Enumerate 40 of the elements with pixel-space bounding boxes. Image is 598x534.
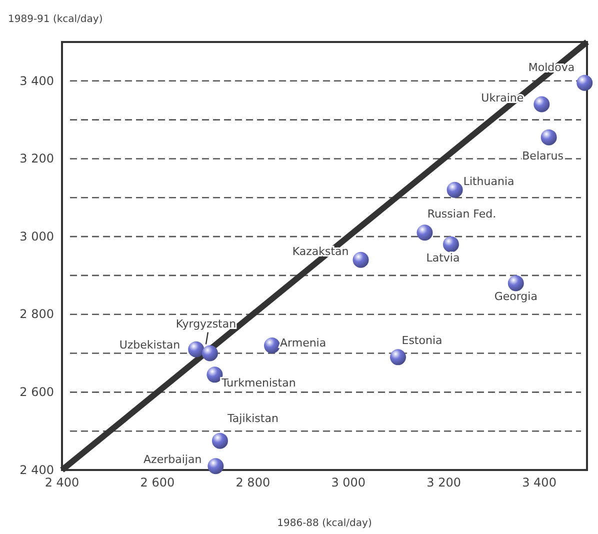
point — [352, 252, 369, 268]
x-axis-title: 1986-88 (kcal/day) — [277, 518, 372, 529]
x-tick-label: 3 000 — [331, 476, 366, 490]
annotation: Latvia — [426, 251, 460, 264]
annotation: Turkmenistan — [220, 376, 296, 390]
x-tick-label: 2 400 — [44, 476, 80, 490]
annotation: Lithuania — [463, 174, 514, 188]
point — [264, 337, 280, 354]
y-tick-label: 2 400 — [20, 462, 54, 477]
point — [508, 275, 524, 292]
x-tick-label: 3 400 — [522, 476, 556, 490]
annotation: Estonia — [402, 334, 442, 348]
point — [540, 129, 557, 146]
y-tick-label: 3 000 — [20, 229, 54, 244]
point — [416, 224, 433, 241]
point — [202, 345, 218, 362]
point — [208, 458, 224, 474]
annotation: Azerbaijan — [144, 453, 202, 466]
point — [390, 349, 406, 366]
annotation: Uzbekistan — [119, 338, 180, 352]
point — [446, 182, 463, 198]
y-axis-title: 1989-91 (kcal/day) — [8, 14, 103, 25]
point — [534, 96, 550, 112]
point — [206, 366, 223, 383]
annotation: Georgia — [494, 290, 538, 304]
x-tick-label: 3 200 — [426, 476, 461, 490]
y-tick-label: 2 600 — [20, 385, 54, 400]
annotation: Armenia — [280, 336, 326, 350]
annotation: Kyrgyzstan — [176, 317, 236, 330]
y-tick-label: 3 200 — [20, 152, 54, 166]
y-tick-label: 2 800 — [20, 307, 54, 322]
annotation: Russian Fed. — [427, 208, 496, 221]
point — [212, 432, 228, 449]
x-tick-label: 2 800 — [236, 476, 270, 490]
x-tick-label: 2 600 — [140, 476, 175, 490]
annotation: Tajikistan — [226, 412, 278, 425]
point — [576, 74, 593, 91]
point — [442, 236, 459, 252]
point — [188, 341, 204, 358]
y-tick-label: 3 400 — [20, 74, 54, 88]
